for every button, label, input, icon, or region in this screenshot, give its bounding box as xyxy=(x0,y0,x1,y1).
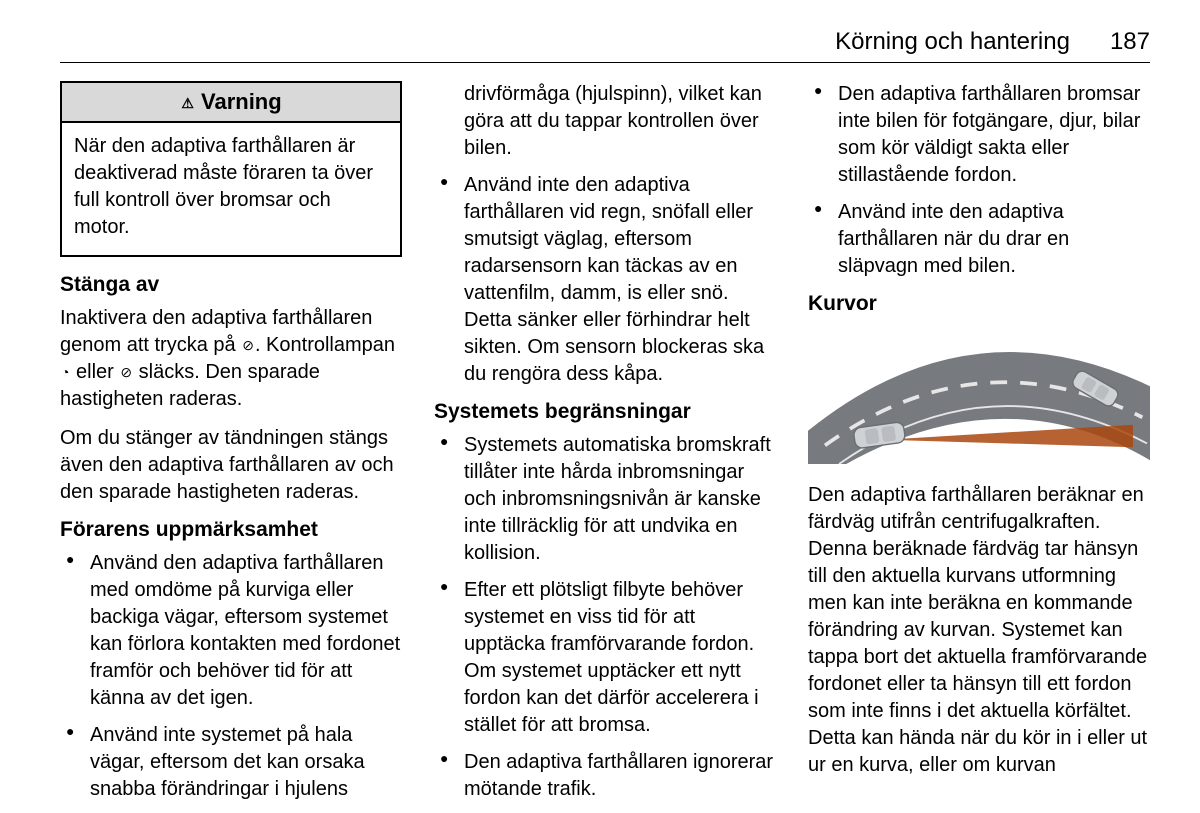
column-2: drivförmåga (hjulspinn), vilket kan göra… xyxy=(434,81,776,813)
cruise-button-icon: ⊘ xyxy=(241,336,255,355)
limits-list-continued: Den adaptiva farthållaren bromsar inte b… xyxy=(808,81,1150,280)
curves-illustration xyxy=(808,324,1150,464)
header-section-title: Körning och hantering xyxy=(835,28,1070,56)
heading-system-limits: Systemets begränsningar xyxy=(434,400,776,424)
curves-paragraph: Den adaptiva farthållaren beräknar en fä… xyxy=(808,482,1150,779)
turn-off-paragraph-1: Inaktivera den adaptiva farthållaren gen… xyxy=(60,305,402,413)
turn-off-text-1b: . Kontrollampan xyxy=(255,334,395,356)
list-item-text: drivförmåga (hjulspinn), vilket kan göra… xyxy=(464,83,762,159)
warning-title-text: Varning xyxy=(201,89,282,114)
heading-turn-off: Stänga av xyxy=(60,273,402,297)
indicator-lamp-icon-2: ⊘ xyxy=(119,363,133,382)
indicator-lamp-icon-1: ◔ xyxy=(60,363,70,382)
turn-off-text-1c: eller xyxy=(70,361,119,383)
column-1: ⚠ Varning När den adaptiva farthållaren … xyxy=(60,81,402,813)
attention-list-continued: drivförmåga (hjulspinn), vilket kan göra… xyxy=(434,81,776,388)
warning-box: ⚠ Varning När den adaptiva farthållaren … xyxy=(60,81,402,257)
list-item: Den adaptiva farthållaren bromsar inte b… xyxy=(808,81,1150,189)
limits-list: Systemets automatiska bromskraft tillåte… xyxy=(434,432,776,803)
page-header: Körning och hantering 187 xyxy=(60,28,1150,63)
attention-list: Använd den adaptiva farthållaren med omd… xyxy=(60,550,402,803)
list-item: Använd den adaptiva farthållaren med omd… xyxy=(60,550,402,712)
list-item: drivförmåga (hjulspinn), vilket kan göra… xyxy=(434,81,776,162)
heading-driver-attention: Förarens uppmärksamhet xyxy=(60,518,402,542)
list-item: Den adaptiva farthållaren ignorerar möta… xyxy=(434,749,776,803)
turn-off-paragraph-2: Om du stänger av tändningen stängs även … xyxy=(60,425,402,506)
warning-icon: ⚠ xyxy=(180,95,195,112)
list-item: Använd inte den adaptiva farthållaren vi… xyxy=(434,172,776,388)
heading-curves: Kurvor xyxy=(808,292,1150,316)
column-3: Den adaptiva farthållaren bromsar inte b… xyxy=(808,81,1150,813)
list-item: Använd inte systemet på hala vägar, efte… xyxy=(60,722,402,803)
warning-title: ⚠ Varning xyxy=(62,83,400,123)
list-item: Efter ett plötsligt filbyte behöver syst… xyxy=(434,577,776,739)
header-page-number: 187 xyxy=(1110,28,1150,56)
list-item: Systemets automatiska bromskraft tillåte… xyxy=(434,432,776,567)
warning-body: När den adaptiva farthållaren är deaktiv… xyxy=(62,123,400,255)
list-item: Använd inte den adaptiva farthållaren nä… xyxy=(808,199,1150,280)
content-columns: ⚠ Varning När den adaptiva farthållaren … xyxy=(60,81,1150,813)
